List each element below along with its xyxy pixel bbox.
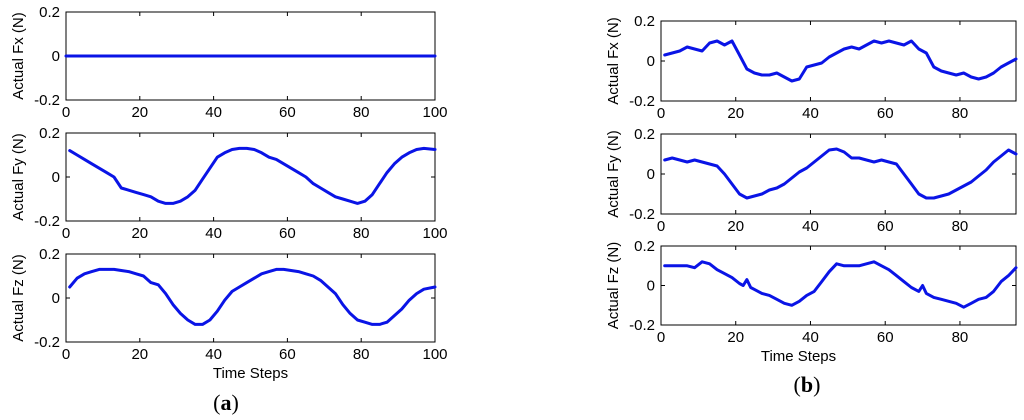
plot-frame <box>660 20 1017 102</box>
x-tick-label: 80 <box>952 329 969 346</box>
x-tick-label: 20 <box>727 329 744 346</box>
series-line <box>663 147 1018 200</box>
x-tick-label: 60 <box>279 225 296 242</box>
x-tick-label: 100 <box>422 104 447 121</box>
y-tick-label: 0 <box>52 48 60 65</box>
y-tick-label: 0.2 <box>39 4 60 21</box>
x-tick-label: 80 <box>952 105 969 122</box>
y-tick-label: -0.2 <box>34 92 60 109</box>
plot-frame <box>660 133 1017 215</box>
x-tick-label: 40 <box>802 105 819 122</box>
x-tick-label: 0 <box>657 218 665 235</box>
x-tick-label: 100 <box>422 346 447 363</box>
panel-label-b: (b) <box>794 372 821 397</box>
x-tick-label: 0 <box>62 346 70 363</box>
series-line <box>68 146 437 205</box>
series-line <box>68 267 437 326</box>
plot-frame <box>65 132 436 222</box>
y-tick-label: 0 <box>647 278 655 295</box>
y-tick-label: -0.2 <box>629 93 655 110</box>
x-tick-label: 0 <box>62 225 70 242</box>
x-tick-label: 20 <box>131 225 148 242</box>
x-tick-label: 80 <box>353 346 370 363</box>
y-tick-label: -0.2 <box>34 213 60 230</box>
y-axis-label: Actual Fx (N) <box>605 17 622 105</box>
plot-frame <box>660 245 1017 326</box>
y-tick-label: -0.2 <box>629 206 655 223</box>
y-axis-label: Actual Fx (N) <box>10 12 27 100</box>
y-tick-label: 0 <box>647 53 655 70</box>
x-tick-label: 40 <box>205 346 222 363</box>
x-tick-label: 20 <box>727 105 744 122</box>
series-line <box>663 260 1018 309</box>
y-tick-label: -0.2 <box>629 317 655 334</box>
y-tick-label: 0.2 <box>634 126 655 143</box>
y-tick-label: -0.2 <box>34 334 60 351</box>
y-axis-label: Actual Fz (N) <box>10 254 27 342</box>
y-axis-label: Actual Fy (N) <box>605 130 622 218</box>
y-tick-label: 0.2 <box>634 13 655 30</box>
x-tick-label: 20 <box>131 104 148 121</box>
x-axis-label: Time Steps <box>213 365 288 382</box>
x-tick-label: 60 <box>877 218 894 235</box>
x-tick-label: 20 <box>727 218 744 235</box>
x-tick-label: 40 <box>802 329 819 346</box>
x-tick-label: 80 <box>353 225 370 242</box>
y-tick-label: 0 <box>52 169 60 186</box>
x-axis-label: Time Steps <box>761 348 836 365</box>
y-tick-label: 0 <box>647 166 655 183</box>
y-tick-label: 0.2 <box>39 125 60 142</box>
panel-label-a: (a) <box>213 390 239 415</box>
x-tick-label: 60 <box>877 105 894 122</box>
x-tick-label: 60 <box>279 104 296 121</box>
x-tick-label: 40 <box>802 218 819 235</box>
x-tick-label: 100 <box>422 225 447 242</box>
x-tick-label: 60 <box>877 329 894 346</box>
x-tick-label: 40 <box>205 104 222 121</box>
x-tick-label: 20 <box>131 346 148 363</box>
y-tick-label: 0 <box>52 290 60 307</box>
x-tick-label: 0 <box>657 329 665 346</box>
x-tick-label: 80 <box>353 104 370 121</box>
x-tick-label: 40 <box>205 225 222 242</box>
x-tick-label: 80 <box>952 218 969 235</box>
y-tick-label: 0.2 <box>39 246 60 263</box>
series-line <box>663 39 1018 83</box>
x-tick-label: 0 <box>657 105 665 122</box>
y-axis-label: Actual Fz (N) <box>605 242 622 330</box>
y-tick-label: 0.2 <box>634 238 655 255</box>
plot-frame <box>65 253 436 343</box>
y-axis-label: Actual Fy (N) <box>10 133 27 221</box>
x-tick-label: 0 <box>62 104 70 121</box>
x-tick-label: 60 <box>279 346 296 363</box>
